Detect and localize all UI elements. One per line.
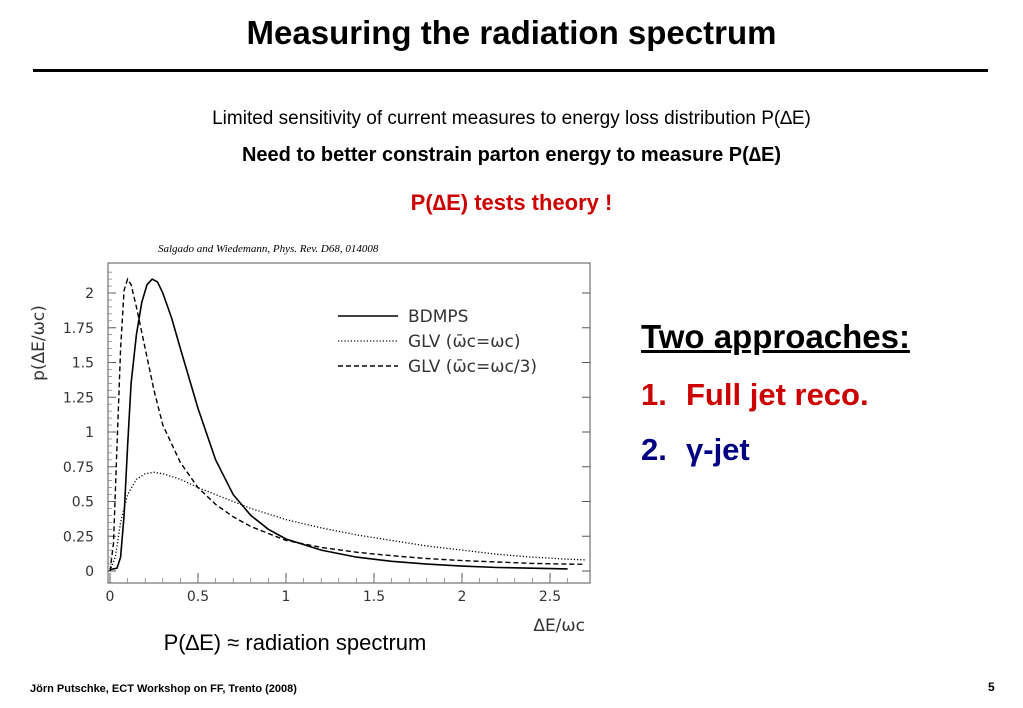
y-tick-label: 0 [85,564,94,580]
x-tick-label: 0 [106,589,115,605]
x-tick-label: 2 [458,589,467,605]
y-tick-label: 1 [85,425,94,441]
x-axis-label: ΔE/ωc [533,616,585,635]
legend-label-1: BDMPS [408,307,468,327]
x-tick-label: 1.5 [363,589,385,605]
subtitle-tests-theory: P(∆E) tests theory ! [410,190,613,215]
legend-label-3: GLV (ω̄c=ωc/3) [408,357,537,377]
x-tick-label: 1 [282,589,291,605]
x-tick-label: 2.5 [539,589,561,605]
approach-item-1: 1. Full jet reco. [641,377,869,413]
subtitle-constrain: Need to better constrain parton energy t… [241,144,781,166]
title-divider [33,69,988,72]
y-tick-label: 0.25 [63,529,94,545]
y-tick-label: 0.75 [63,460,94,476]
plot-frame [107,262,591,584]
chart-caption: P(∆E) ≈ radiation spectrum [163,630,427,655]
series-line-3 [109,277,586,572]
approach-item-2: 2. γ-jet [641,432,750,468]
y-tick-label: 1.5 [72,356,94,372]
series-line-1 [109,278,568,571]
page-number: 5 [988,680,995,694]
y-tick-label: 0.5 [72,495,94,511]
approach-item-number: 2. [641,432,667,467]
subtitle-sensitivity: Limited sensitivity of current measures … [212,108,811,129]
citation: Salgado and Wiedemann, Phys. Rev. D68, 0… [158,243,379,255]
legend-label-2: GLV (ω̄c=ωc) [408,332,520,352]
x-tick-label: 0.5 [187,589,209,605]
y-tick-label: 1.75 [63,321,94,337]
approach-item-text: γ-jet [686,432,750,467]
approaches-heading: Two approaches: [641,318,910,355]
approach-item-number: 1. [641,377,667,412]
approach-item-text: Full jet reco. [686,377,869,412]
footer-credit: Jörn Putschke, ECT Workshop on FF, Trent… [30,683,297,695]
y-tick-label: 2 [85,286,94,302]
slide-title: Measuring the radiation spectrum [246,14,777,51]
spectrum-chart: 0 0.25 0.5 0.75 1 1.25 1.5 1.75 2 0 0.5 1 1.5 2 2.5 ΔE/… [29,262,591,635]
y-axis-label: p(ΔE/ωc) [29,305,49,381]
y-tick-label: 1.25 [63,390,94,406]
series-line-2 [109,471,586,572]
